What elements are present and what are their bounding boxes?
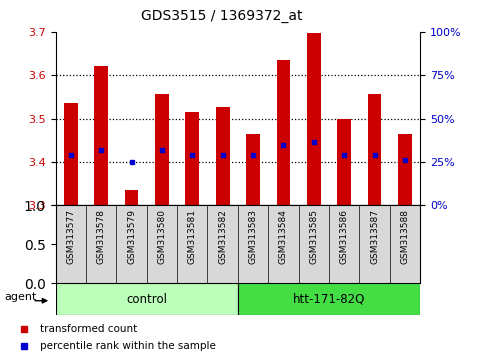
Text: control: control <box>126 293 167 306</box>
Text: GSM313580: GSM313580 <box>157 209 167 264</box>
Text: GDS3515 / 1369372_at: GDS3515 / 1369372_at <box>142 9 303 23</box>
Text: percentile rank within the sample: percentile rank within the sample <box>40 341 216 351</box>
Text: htt-171-82Q: htt-171-82Q <box>293 293 365 306</box>
Bar <box>398 134 412 205</box>
Bar <box>56 283 238 315</box>
Text: agent: agent <box>4 292 37 302</box>
Text: GSM313578: GSM313578 <box>97 209 106 264</box>
Text: GSM313577: GSM313577 <box>66 209 75 264</box>
Bar <box>368 94 382 205</box>
Bar <box>238 283 420 315</box>
Text: GSM313582: GSM313582 <box>218 209 227 264</box>
Text: GSM313581: GSM313581 <box>188 209 197 264</box>
Bar <box>338 119 351 205</box>
Bar <box>216 107 229 205</box>
Bar <box>307 33 321 205</box>
Bar <box>64 103 78 205</box>
Text: GSM313579: GSM313579 <box>127 209 136 264</box>
Bar <box>125 190 138 205</box>
Bar <box>246 134 260 205</box>
Bar <box>185 112 199 205</box>
Bar <box>94 66 108 205</box>
Text: GSM313587: GSM313587 <box>370 209 379 264</box>
Text: GSM313584: GSM313584 <box>279 209 288 264</box>
Text: GSM313585: GSM313585 <box>309 209 318 264</box>
Text: GSM313586: GSM313586 <box>340 209 349 264</box>
Bar <box>277 60 290 205</box>
Text: GSM313588: GSM313588 <box>400 209 410 264</box>
Text: GSM313583: GSM313583 <box>249 209 257 264</box>
Bar <box>155 94 169 205</box>
Text: transformed count: transformed count <box>40 324 137 333</box>
